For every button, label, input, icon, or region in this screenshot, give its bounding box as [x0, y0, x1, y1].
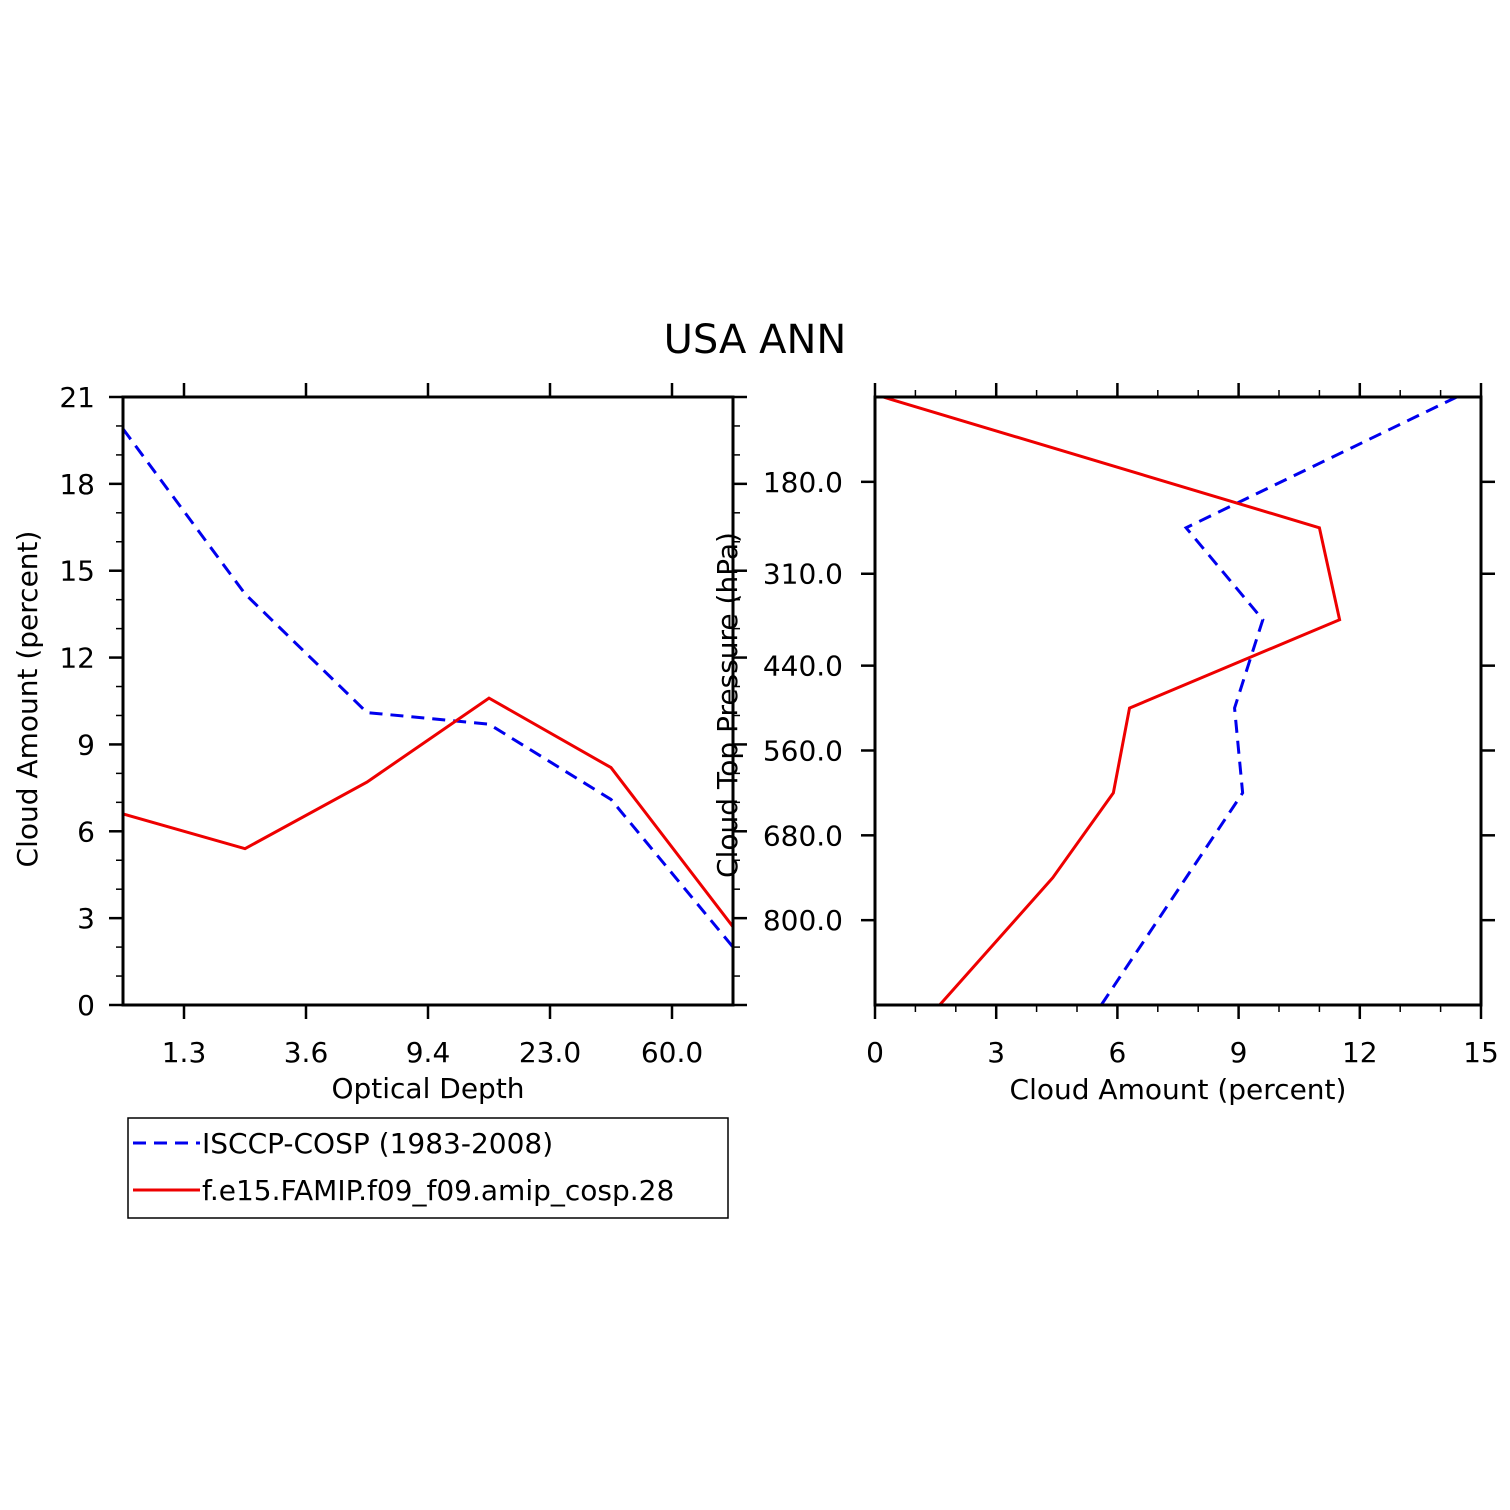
- right-series-obs-line: [1099, 395, 1458, 1006]
- left-panel-optical-depth: 0 3 6 9 12 15 18 21 1.3 3.6 9.4 23.0 60.0 Optical De…: [11, 381, 747, 1105]
- left-x-tick-label: 1.3: [162, 1036, 207, 1069]
- left-series-model-line: [122, 696, 735, 928]
- right-x-tick-label: 9: [1230, 1036, 1248, 1069]
- right-series-model-line: [882, 395, 1342, 1006]
- legend-label-model: f.e15.FAMIP.f09_f09.amip_cosp.28: [202, 1174, 674, 1207]
- right-y-tick-label: 560.0: [763, 734, 843, 767]
- legend-box: [127, 1117, 729, 1219]
- right-plot-frame: [873, 395, 1483, 1007]
- left-x-tick-label: 3.6: [284, 1036, 329, 1069]
- right-y-tick-label: 800.0: [763, 904, 843, 937]
- right-y-axis-label: Cloud Top Pressure (hPa): [711, 532, 744, 878]
- right-y-tick-label: 680.0: [763, 819, 843, 852]
- left-plot-frame: [121, 395, 735, 1007]
- right-series-lines: [882, 395, 1458, 1006]
- right-x-tick-label: 3: [987, 1036, 1005, 1069]
- left-y-tick-label: 3: [77, 902, 95, 935]
- right-x-tick-label: 0: [866, 1036, 884, 1069]
- right-x-tick-label: 12: [1342, 1036, 1378, 1069]
- right-x-tick-label: 6: [1108, 1036, 1126, 1069]
- left-y-tick-label: 0: [77, 989, 95, 1022]
- right-y-tick-label: 310.0: [763, 558, 843, 591]
- left-x-axis-label: Optical Depth: [331, 1072, 524, 1105]
- left-y-tick-label: 18: [59, 468, 95, 501]
- left-y-tick-label: 12: [59, 642, 95, 675]
- left-y-tick-label: 15: [59, 555, 95, 588]
- left-series-lines: [121, 427, 735, 949]
- left-y-axis-label: Cloud Amount (percent): [11, 531, 44, 868]
- right-y-tick-label: 180.0: [763, 466, 843, 499]
- left-axis-ticks: 0 3 6 9 12 15 18 21 1.3 3.6 9.4 23.0 60.0: [59, 381, 747, 1069]
- left-x-tick-label: 9.4: [406, 1036, 451, 1069]
- right-axis-ticks: 0 3 6 9 12 15 180.0 310.0 440.0 560.0 680.0 800.0: [763, 383, 1499, 1069]
- figure-title: USA ANN: [664, 317, 847, 363]
- legend: ISCCP-COSP (1983-2008) f.e15.FAMIP.f09_f…: [127, 1117, 729, 1219]
- left-y-tick-label: 21: [59, 381, 95, 414]
- left-x-tick-label: 23.0: [519, 1036, 581, 1069]
- legend-label-obs: ISCCP-COSP (1983-2008): [202, 1127, 553, 1160]
- right-panel-cloud-top-pressure: 0 3 6 9 12 15 180.0 310.0 440.0 560.0 680.0 800.0 C…: [711, 383, 1499, 1106]
- right-y-tick-label: 440.0: [763, 650, 843, 683]
- right-x-tick-label: 15: [1463, 1036, 1499, 1069]
- left-y-tick-label: 6: [77, 815, 95, 848]
- right-x-axis-label: Cloud Amount (percent): [1010, 1073, 1347, 1106]
- left-y-tick-label: 9: [77, 728, 95, 761]
- left-x-tick-label: 60.0: [641, 1036, 703, 1069]
- left-series-obs-line: [121, 427, 735, 949]
